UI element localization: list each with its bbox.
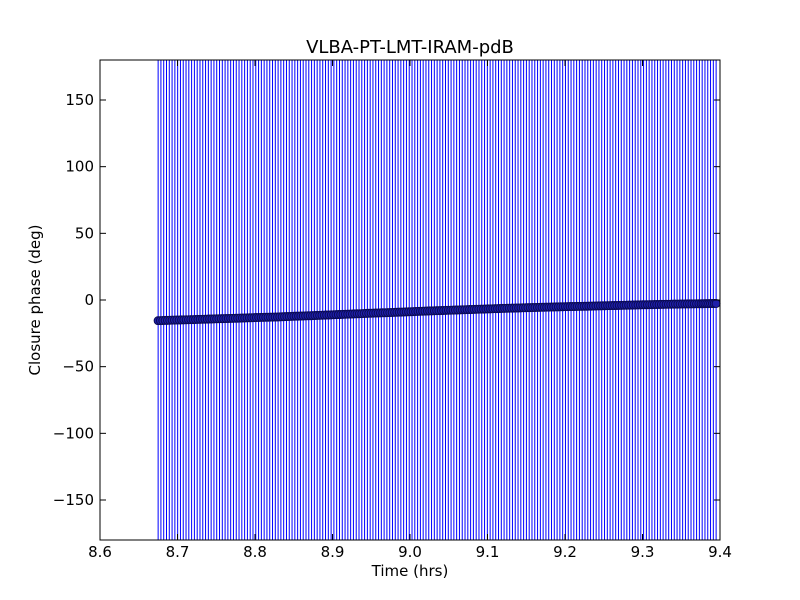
y-tick-label: −50: [62, 358, 94, 376]
y-tick-label: 50: [75, 224, 94, 242]
x-tick-label: 8.9: [321, 543, 345, 561]
y-tick-label: −100: [53, 424, 94, 442]
x-tick-label: 8.7: [166, 543, 190, 561]
plot-area: [153, 60, 721, 540]
y-axis-ticks: 150 100 50 0 −50 −100 −150: [53, 91, 720, 509]
errorbars: [157, 60, 717, 540]
x-tick-label: 9.0: [398, 543, 422, 561]
y-tick-label: −150: [53, 491, 94, 509]
x-tick-label: 9.1: [476, 543, 500, 561]
x-axis-label: Time (hrs): [371, 562, 449, 580]
x-tick-label: 9.4: [708, 543, 732, 561]
data-point: [711, 298, 721, 308]
x-tick-label: 9.3: [631, 543, 655, 561]
x-tick-label: 8.8: [243, 543, 267, 561]
x-tick-label: 8.6: [88, 543, 112, 561]
y-tick-label: 150: [65, 91, 94, 109]
y-tick-label: 0: [84, 291, 94, 309]
chart-title: VLBA-PT-LMT-IRAM-pdB: [306, 37, 514, 58]
y-axis-label: Closure phase (deg): [26, 225, 44, 376]
data-markers: [153, 298, 721, 326]
y-tick-label: 100: [65, 158, 94, 176]
x-axis-ticks: 8.6 8.7 8.8 8.9 9.0 9.1 9.2 9.3 9.4: [88, 60, 732, 561]
x-tick-label: 9.2: [553, 543, 577, 561]
